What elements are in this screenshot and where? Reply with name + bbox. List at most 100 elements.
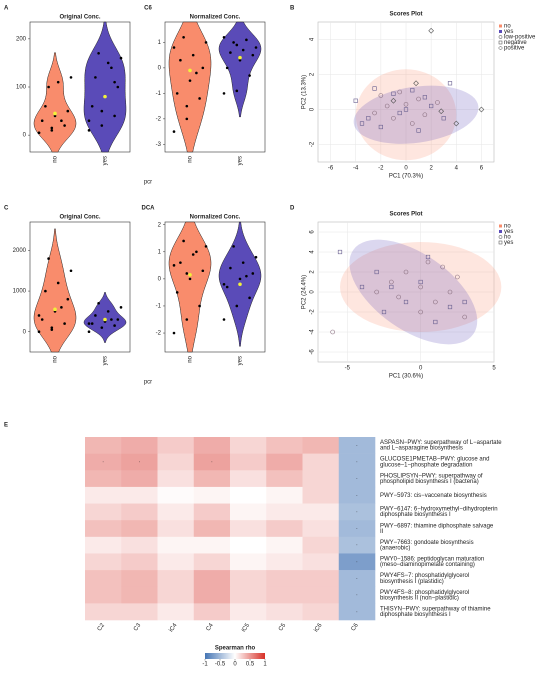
data-point	[175, 92, 179, 95]
column-label: iC5	[241, 622, 251, 633]
data-point	[447, 289, 453, 295]
data-point	[50, 326, 54, 329]
data-point	[366, 116, 371, 121]
data-point	[409, 121, 415, 126]
significance-marker: ·	[102, 460, 104, 466]
significance-marker: ·	[356, 526, 358, 532]
data-point	[90, 104, 94, 108]
significance-marker: ·	[356, 593, 358, 599]
heatmap-cell	[121, 437, 158, 454]
heatmap-cell	[121, 470, 158, 488]
data-point	[248, 296, 251, 300]
legend-swatch	[498, 40, 503, 45]
heatmap-cell	[85, 536, 122, 554]
x-tick-label: no	[188, 355, 194, 362]
x-axis-label: pcr	[144, 180, 152, 186]
subplot-title: Original Conc.	[59, 215, 100, 221]
row-label: PWY−5973: cis−vaccenate biosynthesis	[380, 493, 487, 499]
column-label: C2	[97, 622, 107, 632]
legend-label: yes	[504, 29, 513, 35]
heatmap-cell	[85, 437, 122, 454]
data-point	[378, 93, 384, 98]
heatmap-cell	[338, 453, 376, 471]
data-point	[413, 80, 419, 87]
x-tick-label: 6	[480, 166, 484, 172]
heatmap-cell	[193, 603, 231, 621]
heatmap-cell	[302, 486, 340, 504]
data-point	[397, 89, 403, 95]
heatmap-cell	[193, 486, 231, 504]
data-point	[195, 250, 198, 254]
heatmap-cell	[266, 553, 303, 571]
colorbar-tick-label: -1	[202, 662, 208, 668]
heatmap-cell	[338, 503, 376, 521]
significance-marker: ·	[356, 609, 358, 615]
data-point	[229, 266, 232, 270]
heatmap-cell	[266, 437, 303, 454]
mean-point	[238, 55, 242, 60]
data-point	[172, 331, 176, 335]
heatmap-cell	[85, 586, 122, 604]
x-axis-label: pcr	[144, 380, 152, 386]
heatmap-cell	[193, 453, 231, 471]
heatmap-cell	[121, 520, 158, 538]
data-point	[50, 129, 54, 132]
heatmap-cell	[338, 520, 376, 538]
data-point	[222, 35, 226, 39]
column-label: C6	[350, 622, 360, 632]
data-point	[63, 322, 66, 325]
plot-frame	[164, 21, 266, 153]
row-label: GLUCOSE1PMETAB−PWY: glucose and	[380, 457, 489, 463]
confidence-ellipse	[355, 69, 457, 161]
data-point	[47, 257, 50, 260]
y-tick-label: -6	[310, 349, 316, 355]
mean-point	[53, 307, 57, 312]
heatmap-cell	[121, 570, 158, 588]
data-point	[188, 277, 192, 281]
y-tick-label: 2	[158, 222, 162, 228]
data-point	[232, 41, 235, 44]
data-point	[359, 121, 365, 126]
y-tick-label: -2	[310, 309, 316, 315]
data-point	[119, 306, 123, 309]
heatmap-cell	[338, 586, 376, 604]
heatmap-cell	[193, 503, 231, 521]
data-point	[359, 284, 365, 290]
data-point	[87, 322, 91, 325]
data-point	[185, 272, 189, 275]
data-point	[425, 259, 431, 265]
data-point	[403, 101, 409, 107]
data-point	[225, 66, 229, 70]
heatmap-cell	[230, 536, 267, 554]
data-point	[447, 81, 453, 86]
data-point	[182, 239, 185, 243]
x-tick-label: no	[53, 355, 59, 362]
data-point	[337, 249, 343, 255]
y-tick-label: 100	[16, 85, 27, 91]
panel-letter: E	[4, 423, 8, 429]
heatmap-cell	[85, 570, 122, 588]
data-point	[113, 324, 116, 327]
data-point	[428, 27, 434, 34]
row-label: PWY−6897: thiamine diphosphate salvage	[380, 523, 494, 529]
data-point	[172, 130, 176, 133]
legend-swatch	[499, 230, 502, 233]
data-point	[229, 51, 232, 54]
y-tick-label: 4	[310, 37, 316, 41]
data-point	[222, 92, 226, 95]
row-label: PWY−7663: gondoate biosynthesis	[380, 540, 474, 546]
y-tick-label: -3	[156, 142, 162, 148]
column-label: C4	[205, 622, 215, 632]
row-label: THISYN−PWY: superpathway of thiamine	[380, 606, 491, 612]
heatmap-cell	[338, 437, 376, 454]
legend-swatch	[498, 35, 503, 39]
subplot-title: Normalized Conc.	[190, 215, 241, 221]
y-tick-label: -4	[310, 329, 316, 335]
legend-label: yes	[504, 229, 513, 235]
y-tick-label: 200	[16, 36, 27, 42]
chart-title: Scores Plot	[389, 12, 422, 18]
heatmap-cell	[230, 570, 267, 588]
heatmap-cell	[302, 586, 340, 604]
heatmap-cell	[157, 437, 195, 454]
heatmap-cell	[338, 553, 376, 571]
